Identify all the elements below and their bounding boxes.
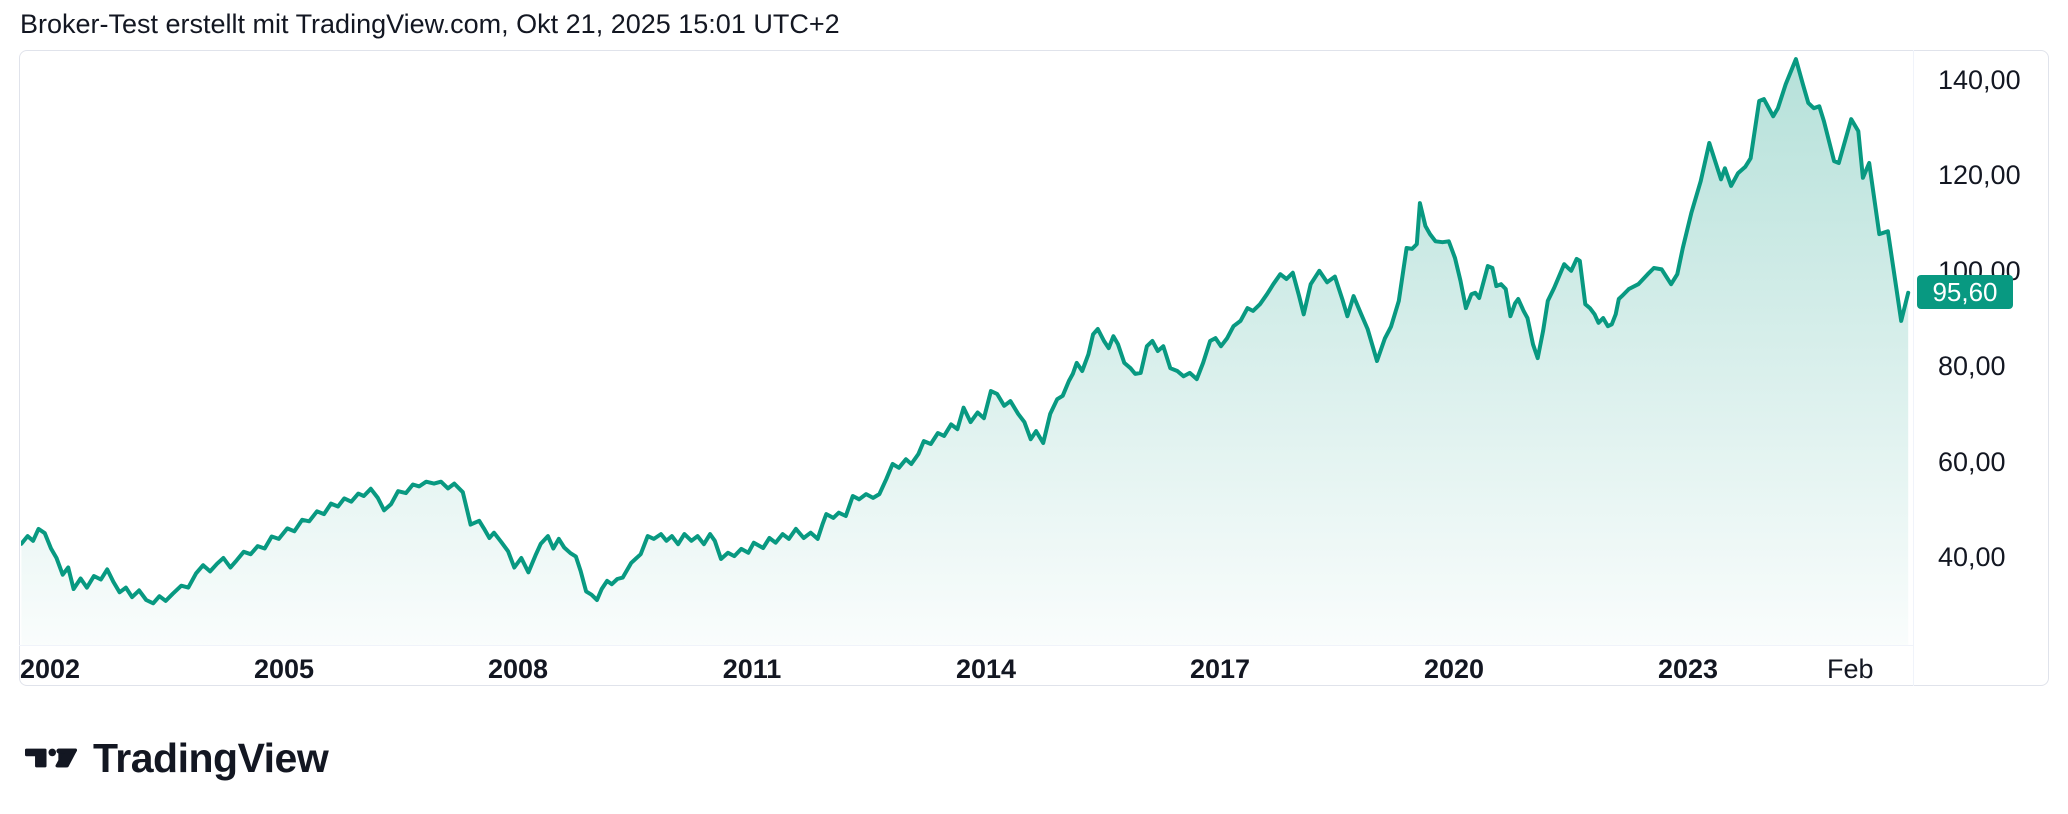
price-axis-label: 140,00 bbox=[1938, 65, 2021, 95]
price-chart-plot[interactable] bbox=[20, 51, 2050, 687]
price-axis-divider[interactable] bbox=[1913, 50, 1914, 686]
time-axis-label: 2014 bbox=[955, 654, 1017, 684]
tradingview-logo-icon bbox=[25, 748, 77, 768]
price-axis-label: 120,00 bbox=[1938, 160, 2021, 191]
price-axis-label: 60,00 bbox=[1938, 446, 2006, 477]
price-axis-label: 40,00 bbox=[1938, 542, 2006, 572]
chart-widget-frame bbox=[19, 50, 2049, 686]
time-axis-label: 2017 bbox=[1189, 654, 1251, 684]
time-axis-label: 2008 bbox=[487, 654, 549, 684]
time-axis-label: 2023 bbox=[1657, 654, 1719, 684]
price-line bbox=[21, 57, 1911, 606]
chart-title: Broker-Test erstellt mit TradingView.com… bbox=[20, 9, 840, 39]
time-axis-label: 2002 bbox=[19, 654, 81, 684]
last-price-badge: 95,60 bbox=[1917, 274, 2013, 309]
tradingview-logo[interactable]: TradingView bbox=[25, 735, 329, 781]
time-axis-divider[interactable] bbox=[19, 645, 1913, 646]
time-axis-label: 2011 bbox=[722, 654, 782, 684]
time-axis-label: 2005 bbox=[253, 654, 315, 684]
time-axis-label: 2020 bbox=[1423, 654, 1485, 684]
time-axis-label: Feb bbox=[1826, 654, 1874, 684]
area-fill bbox=[21, 59, 1909, 646]
price-axis-label: 80,00 bbox=[1938, 351, 2006, 382]
tradingview-logo-text: TradingView bbox=[93, 735, 329, 781]
